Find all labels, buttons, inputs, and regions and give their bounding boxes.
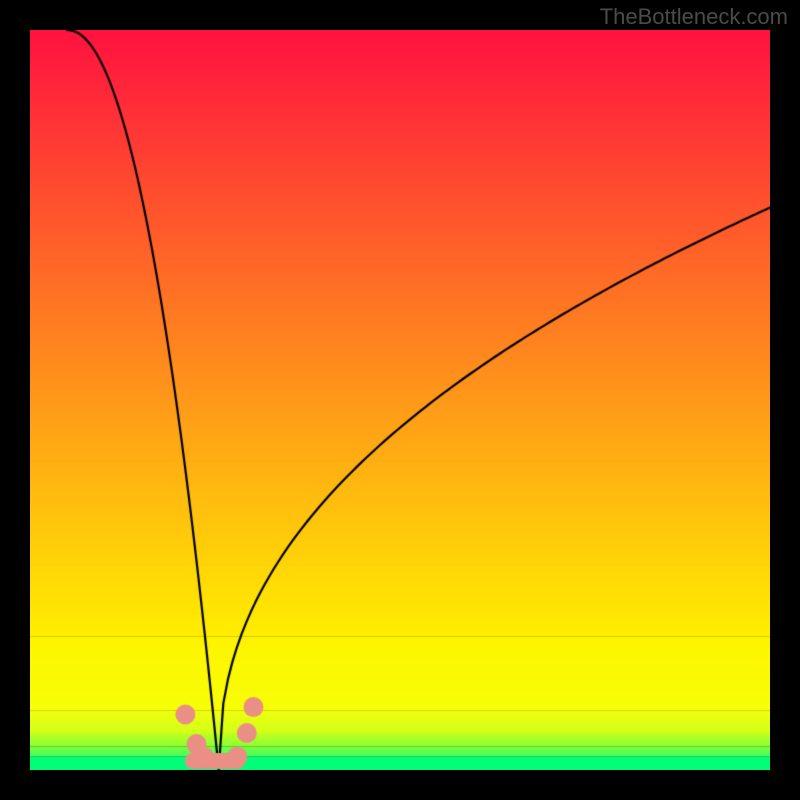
watermark-text: TheBottleneck.com (600, 4, 788, 30)
bottleneck-curve (30, 30, 770, 770)
chart-root: TheBottleneck.com (0, 0, 800, 800)
plot-area (30, 30, 770, 770)
